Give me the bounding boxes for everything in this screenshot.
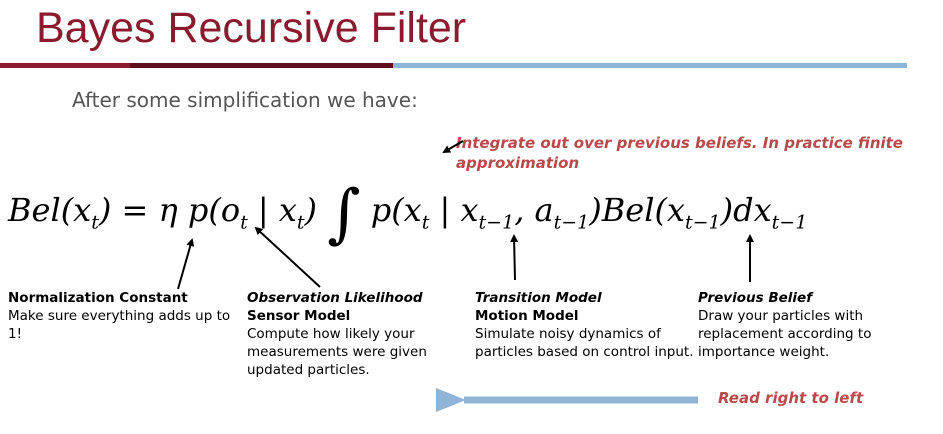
formula-sub-x3: t−1 (478, 211, 515, 234)
annotation-body: Make sure everything adds up to 1! (8, 308, 231, 342)
formula-trans: p(x (360, 191, 422, 229)
annotation-heading: Previous Belief (698, 290, 813, 306)
arrow-integral (442, 140, 464, 154)
annotation-subheading: Sensor Model (247, 308, 351, 324)
annotation-transition: Transition Model Motion Model Simulate n… (475, 289, 695, 361)
arrow-transition (510, 234, 519, 281)
formula-dx: )dx (720, 191, 772, 229)
arrow-normalization (177, 238, 195, 290)
annotation-previous-belief: Previous Belief Draw your particles with… (698, 289, 928, 361)
formula-sub-o: t (240, 211, 248, 234)
title-underline-dark-red (130, 63, 393, 68)
formula-sub-x2: t (421, 211, 430, 234)
integral-sign: ∫ (327, 177, 361, 251)
annotation-subheading: Motion Model (475, 308, 579, 324)
formula-lhs: Bel(x (8, 191, 92, 229)
annotation-body: Draw your particles with replacement acc… (698, 308, 872, 360)
slide-title: Bayes Recursive Filter (36, 4, 467, 52)
title-underline-blue (393, 63, 907, 68)
slide-subtitle: After some simplification we have: (72, 88, 418, 112)
formula-sub-a: t−1 (553, 211, 590, 234)
annotation-heading: Transition Model (475, 290, 602, 306)
bayes-formula: Bel(xt) = η p(ot | xt) ∫ p(xt | xt−1, at… (8, 177, 807, 251)
formula-sub-dx: t−1 (771, 211, 808, 234)
formula-sub-t: t (91, 211, 99, 234)
integration-note: Integrate out over previous beliefs. In … (456, 134, 903, 172)
formula-comma: , a (514, 191, 554, 229)
arrow-observation (254, 226, 321, 288)
read-direction-note: Read right to left (718, 389, 864, 407)
annotation-observation: Observation Likelihood Sensor Model Comp… (247, 289, 467, 379)
formula-mid1: | x (247, 191, 297, 229)
formula-sub-x4: t−1 (684, 211, 721, 234)
formula-sub-x1: t (296, 211, 305, 234)
formula-bar: | x (429, 191, 479, 229)
formula-mid2: ) (304, 191, 328, 229)
formula-bel: )Bel(x (589, 191, 685, 229)
annotation-body: Compute how likely your measurements wer… (247, 326, 427, 378)
annotation-normalization: Normalization Constant Make sure everyth… (8, 289, 240, 343)
formula-eq: ) = η p(o (98, 191, 241, 229)
annotation-body: Simulate noisy dynamics of particles bas… (475, 326, 694, 360)
annotation-heading: Observation Likelihood (247, 290, 423, 306)
annotation-heading: Normalization Constant (8, 290, 188, 306)
